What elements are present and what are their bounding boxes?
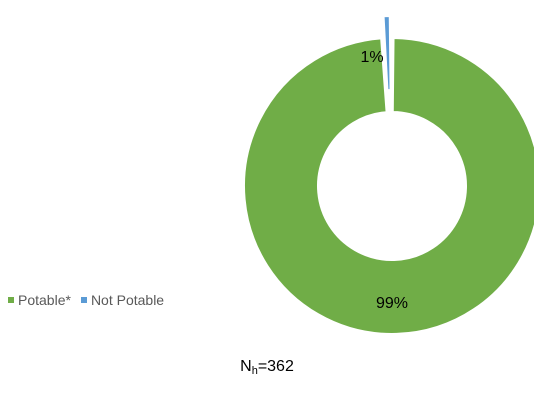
legend-label-potable: Potable* [18, 292, 71, 308]
legend-swatch-not-potable [80, 297, 87, 303]
donut-slices [243, 15, 534, 335]
sample-size-subscript: h [251, 365, 258, 377]
sample-size-symbol: N [240, 358, 252, 375]
slice-not-potable [382, 15, 392, 92]
legend-swatch-potable [8, 297, 14, 303]
legend-item-not-potable: Not Potable [80, 292, 165, 308]
data-label-not-potable: 1% [360, 49, 383, 66]
chart-legend: Potable* Not Potable [8, 292, 164, 308]
donut-data-labels: 99% 1% [360, 49, 408, 312]
legend-label-not-potable: Not Potable [90, 292, 165, 308]
sample-size-note: Nh=362 [0, 358, 534, 377]
legend-item-potable: Potable* [8, 292, 71, 308]
sample-size-value: =362 [257, 358, 294, 375]
slice-potable [243, 36, 534, 335]
data-label-potable: 99% [376, 295, 408, 312]
